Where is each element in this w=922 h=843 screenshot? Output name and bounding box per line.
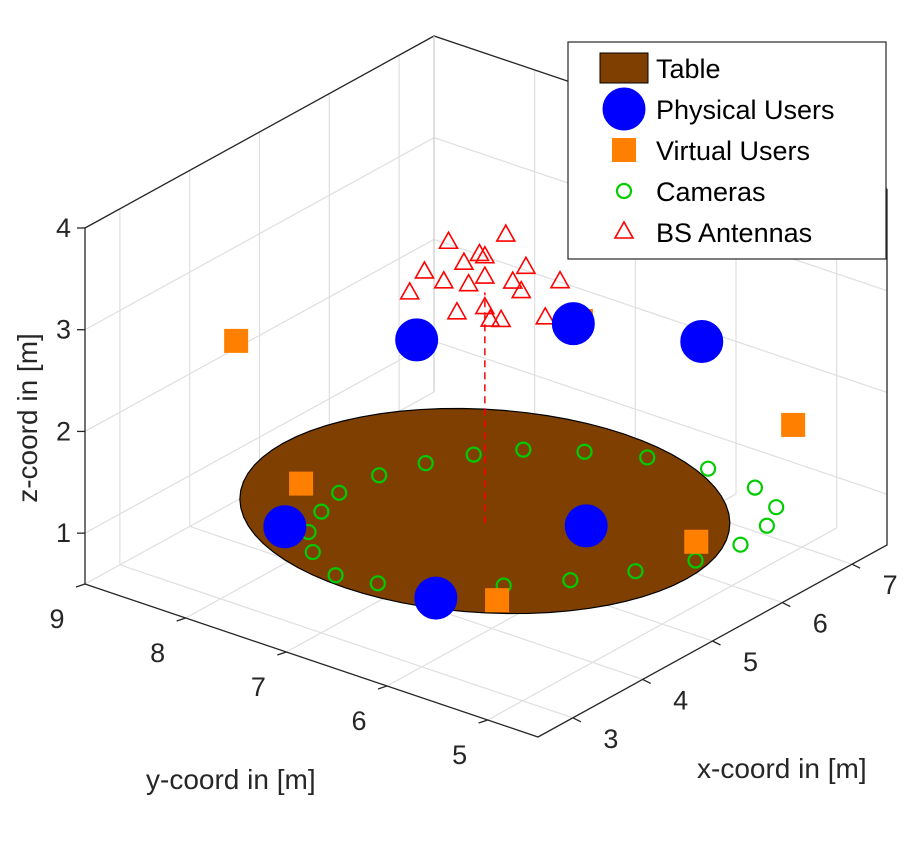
triangle-open-point: [490, 308, 512, 328]
y-tick-label: 6: [351, 706, 366, 736]
circle-open-point: [371, 467, 388, 484]
x-tick-label: 3: [603, 724, 618, 754]
circle-point: [395, 318, 439, 362]
circle-point: [680, 319, 724, 363]
x-tick-label: 6: [813, 609, 828, 639]
triangle-open-point: [438, 230, 459, 250]
triangle-open-point: [515, 255, 537, 275]
x-tick-mark: [782, 602, 791, 608]
square-point: [224, 328, 249, 353]
square-point: [781, 412, 806, 437]
z-tick-label: 4: [56, 213, 71, 243]
legend: Table Physical Users Virtual Users Cameras B…: [567, 41, 887, 260]
x-axis-label: x-coord in [m]: [697, 753, 867, 784]
circle-open-point: [417, 455, 434, 472]
legend-swatch: [599, 52, 649, 84]
triangle-open-point: [474, 265, 496, 284]
circle-open-point: [515, 441, 532, 458]
circle-open-point: [313, 503, 330, 520]
triangle-open-point: [453, 251, 475, 270]
x-tick-mark: [642, 678, 651, 684]
x-tick-label: 4: [673, 685, 688, 715]
legend-swatch: [613, 220, 635, 239]
triangle-open-point: [474, 245, 496, 264]
triangle-open-point: [474, 295, 496, 315]
legend-label: BS Antennas: [656, 218, 812, 248]
y-tick-mark: [377, 685, 388, 690]
legend-label: Virtual Users: [656, 136, 810, 166]
y-tick-label: 8: [150, 638, 165, 668]
circle-open-point: [465, 446, 482, 463]
circle-open-point: [768, 499, 785, 516]
circle-open-point: [699, 460, 717, 477]
circle-point: [263, 505, 307, 549]
legend-label: Physical Users: [656, 95, 835, 125]
legend-swatch: [602, 87, 646, 131]
circle-open-point: [746, 479, 764, 496]
triangle-open-point: [458, 273, 479, 292]
circle-point: [564, 504, 608, 548]
triangle-open-point: [469, 242, 490, 262]
y-tick-mark: [478, 719, 488, 724]
circle-open-point: [639, 449, 656, 466]
circle-open-point: [627, 563, 644, 580]
legend-swatch: [615, 182, 633, 200]
legend-label: Cameras: [656, 177, 766, 207]
z-axis-label: z-coord in [m]: [12, 333, 43, 503]
circle-open-point: [327, 567, 344, 584]
x-tick-label: 5: [743, 647, 758, 677]
circle-open-point: [758, 517, 775, 534]
x-tick-label: 7: [883, 570, 898, 600]
circle-point: [414, 576, 458, 620]
z-tick-label: 3: [56, 315, 71, 345]
plot-marks: [224, 223, 806, 620]
x-tick-mark: [851, 563, 861, 569]
y-tick-label: 9: [49, 604, 64, 634]
triangle-open-point: [549, 270, 571, 289]
y-tick-label: 5: [452, 740, 467, 770]
y-axis-label: y-coord in [m]: [146, 764, 316, 795]
series-physical-users: [263, 302, 724, 620]
circle-open-point: [576, 443, 593, 460]
x-tick-mark: [572, 717, 582, 723]
y-tick-mark: [176, 617, 186, 622]
y-tick-mark: [75, 583, 86, 588]
y-tick-mark: [277, 651, 287, 656]
square-point: [684, 529, 709, 554]
triangle-open-point: [446, 301, 468, 320]
circle-open-point: [562, 572, 579, 589]
circle-point: [551, 302, 595, 346]
triangle-open-point: [534, 306, 556, 325]
y-grid-line: [487, 172, 838, 721]
y-tick-label: 7: [251, 672, 266, 702]
triangle-open-point: [502, 270, 524, 289]
series-bs-antennas: [399, 223, 571, 328]
legend-swatch: [612, 138, 636, 162]
circle-open-point: [304, 543, 321, 561]
x-tick-mark: [712, 640, 721, 646]
z-tick-label: 2: [56, 416, 71, 446]
triangle-open-point: [433, 270, 455, 289]
legend-label: Table: [656, 54, 721, 84]
tick-labels: 3 4 5 6 7 5 6 7 8 9 1 2 3 4: [49, 213, 897, 770]
square-point: [485, 588, 510, 613]
circle-open-point: [331, 484, 348, 501]
triangle-open-point: [479, 308, 501, 327]
triangle-open-point: [510, 279, 532, 299]
circle-open-point: [369, 575, 386, 592]
circle-open-point: [732, 536, 749, 553]
triangle-open-point: [495, 223, 517, 242]
triangle-open-point: [399, 281, 421, 300]
triangle-open-point: [414, 260, 435, 279]
z-tick-label: 1: [56, 518, 71, 548]
square-point: [289, 471, 314, 496]
axis-box-front: [84, 189, 888, 738]
